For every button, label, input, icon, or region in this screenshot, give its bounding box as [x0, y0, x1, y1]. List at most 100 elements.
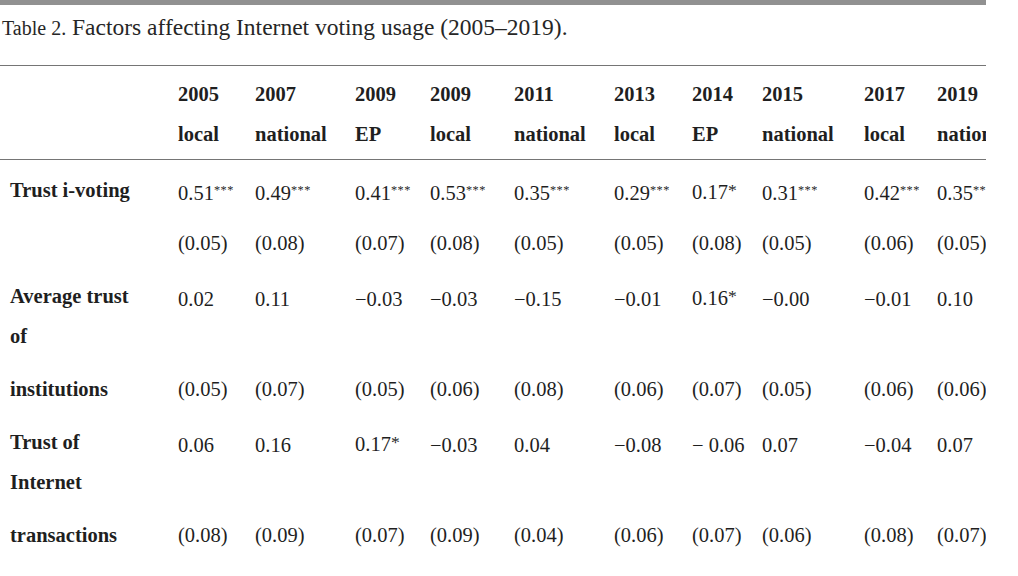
estimate-value: 0.07: [937, 434, 973, 456]
estimate: 0.51***: [178, 170, 255, 210]
standard-error: (0.07): [692, 515, 762, 555]
estimate: 0.02: [178, 276, 255, 356]
coefficient-cell: 0.17*(0.07): [355, 412, 430, 558]
table-header-row: 2005local2007national2009EP2009local2011…: [0, 66, 986, 160]
standard-error: (0.08): [255, 223, 355, 263]
row-label-cell: Trust i-voting: [0, 160, 178, 267]
column-year: 2011: [514, 74, 614, 114]
standard-error: (0.06): [762, 515, 864, 555]
standard-error: (0.06): [614, 515, 692, 555]
coefficient-cell: −0.03 (0.05): [355, 266, 430, 412]
coefficient-cell: 0.11 (0.07): [255, 266, 355, 412]
standard-error: (0.06): [614, 369, 692, 409]
column-election-type: national: [762, 114, 864, 154]
estimate: 0.41***: [355, 170, 430, 210]
standard-error: (0.08): [692, 223, 762, 263]
estimate-value: 0.16: [692, 287, 728, 309]
estimate-value: 0.16: [255, 434, 291, 456]
standard-error: (0.05): [178, 223, 255, 263]
table-caption: Table 2. Factors affecting Internet voti…: [2, 13, 1018, 42]
estimate: 0.17*: [692, 170, 762, 210]
coefficient-cell: 0.41***(0.07): [355, 160, 430, 267]
table-row: Trust i-voting0.51***(0.05)0.49***(0.08)…: [0, 160, 986, 267]
column-election-type: EP: [692, 114, 762, 154]
coefficient-cell: 0.51*** (0.05): [178, 160, 255, 267]
page-top-rule: [0, 0, 986, 5]
standard-error: (0.07): [937, 515, 986, 555]
table-row: Average trust ofinstitutions0.02(0.05)0.…: [0, 266, 986, 412]
column-header: 2011national: [514, 66, 614, 160]
estimate: −0.03: [355, 276, 430, 356]
column-header: 2005local: [178, 66, 255, 160]
estimate: 0.11: [255, 276, 355, 356]
estimate: −0.01: [864, 276, 937, 356]
column-year: 2009: [355, 74, 430, 114]
column-election-type: local: [430, 114, 514, 154]
column-header: 2007national: [255, 66, 355, 160]
standard-error: (0.07): [255, 369, 355, 409]
column-year: 2005: [178, 74, 255, 114]
estimate-value: 0.17: [692, 181, 728, 203]
estimate-value: 0.17: [355, 433, 391, 455]
coefficient-cell: −0.01(0.06): [864, 266, 937, 412]
estimate: 0.49***: [255, 170, 355, 210]
column-year: 2007: [255, 74, 355, 114]
column-header: 2009EP: [355, 66, 430, 160]
coefficient-cell: −0.15(0.08): [514, 266, 614, 412]
estimate-value: 0.31: [762, 182, 798, 204]
estimate-value: −0.01: [864, 288, 911, 310]
standard-error: (0.08): [178, 515, 255, 555]
header-empty-cell: [0, 66, 178, 160]
column-year: 2019: [937, 74, 986, 114]
standard-error: (0.05): [355, 369, 430, 409]
column-header: 2017local: [864, 66, 937, 160]
standard-error: (0.05): [178, 369, 255, 409]
column-election-type: national: [514, 114, 614, 154]
standard-error: (0.07): [355, 515, 430, 555]
standard-error: (0.06): [937, 369, 986, 409]
coefficient-cell: 0.53***(0.08): [430, 160, 514, 267]
coefficient-cell: 0.16*(0.07): [692, 266, 762, 412]
row-label-continued: transactions: [10, 515, 178, 555]
column-header: 2009local: [430, 66, 514, 160]
standard-error: (0.08): [430, 223, 514, 263]
row-label-cell: Trust of Internet transactions: [0, 412, 178, 558]
column-header: 2015national: [762, 66, 864, 160]
estimate: −0.04: [864, 422, 937, 502]
table-title: Factors affecting Internet voting usage …: [72, 14, 568, 40]
estimate-value: 0.42: [864, 182, 900, 204]
coefficient-cell: 0.17* (0.08): [692, 160, 762, 267]
coefficient-cell: 0.35***(0.05): [937, 160, 986, 267]
column-header: 2013local: [614, 66, 692, 160]
coefficient-cell: −0.04(0.08): [864, 412, 937, 558]
estimate-value: −0.00: [762, 288, 809, 310]
standard-error: (0.05): [614, 223, 692, 263]
standard-error: (0.06): [430, 369, 514, 409]
estimate: 0.31***: [762, 170, 864, 210]
estimate-value: 0.02: [178, 288, 214, 310]
column-year: 2015: [762, 74, 864, 114]
significance-stars: ***: [900, 183, 920, 197]
table-clip-region: 2005local2007national2009EP2009local2011…: [0, 65, 986, 558]
coefficient-cell: 0.35***(0.05): [514, 160, 614, 267]
coefficient-cell: 0.31***(0.05): [762, 160, 864, 267]
estimate: 0.42***: [864, 170, 937, 210]
estimate-value: −0.03: [430, 288, 477, 310]
standard-error: (0.08): [514, 369, 614, 409]
standard-error: (0.05): [762, 369, 864, 409]
estimate: 0.07: [937, 422, 986, 502]
estimate: 0.16: [255, 422, 355, 502]
coefficient-cell: −0.03 (0.06): [430, 266, 514, 412]
estimate: 0.04: [514, 422, 614, 502]
coefficient-cell: −0.08(0.06): [614, 412, 692, 558]
coefficient-cell: 0.07 (0.07): [937, 412, 986, 558]
column-header: 2014EP: [692, 66, 762, 160]
estimate: −0.00: [762, 276, 864, 356]
coefficient-cell: −0.03(0.09): [430, 412, 514, 558]
column-year: 2009: [430, 74, 514, 114]
table-number: Table 2.: [2, 17, 66, 39]
coefficient-cell: −0.00 (0.05): [762, 266, 864, 412]
row-label-continued: [10, 223, 178, 263]
standard-error: (0.07): [692, 369, 762, 409]
row-label: Trust of Internet: [10, 422, 178, 502]
